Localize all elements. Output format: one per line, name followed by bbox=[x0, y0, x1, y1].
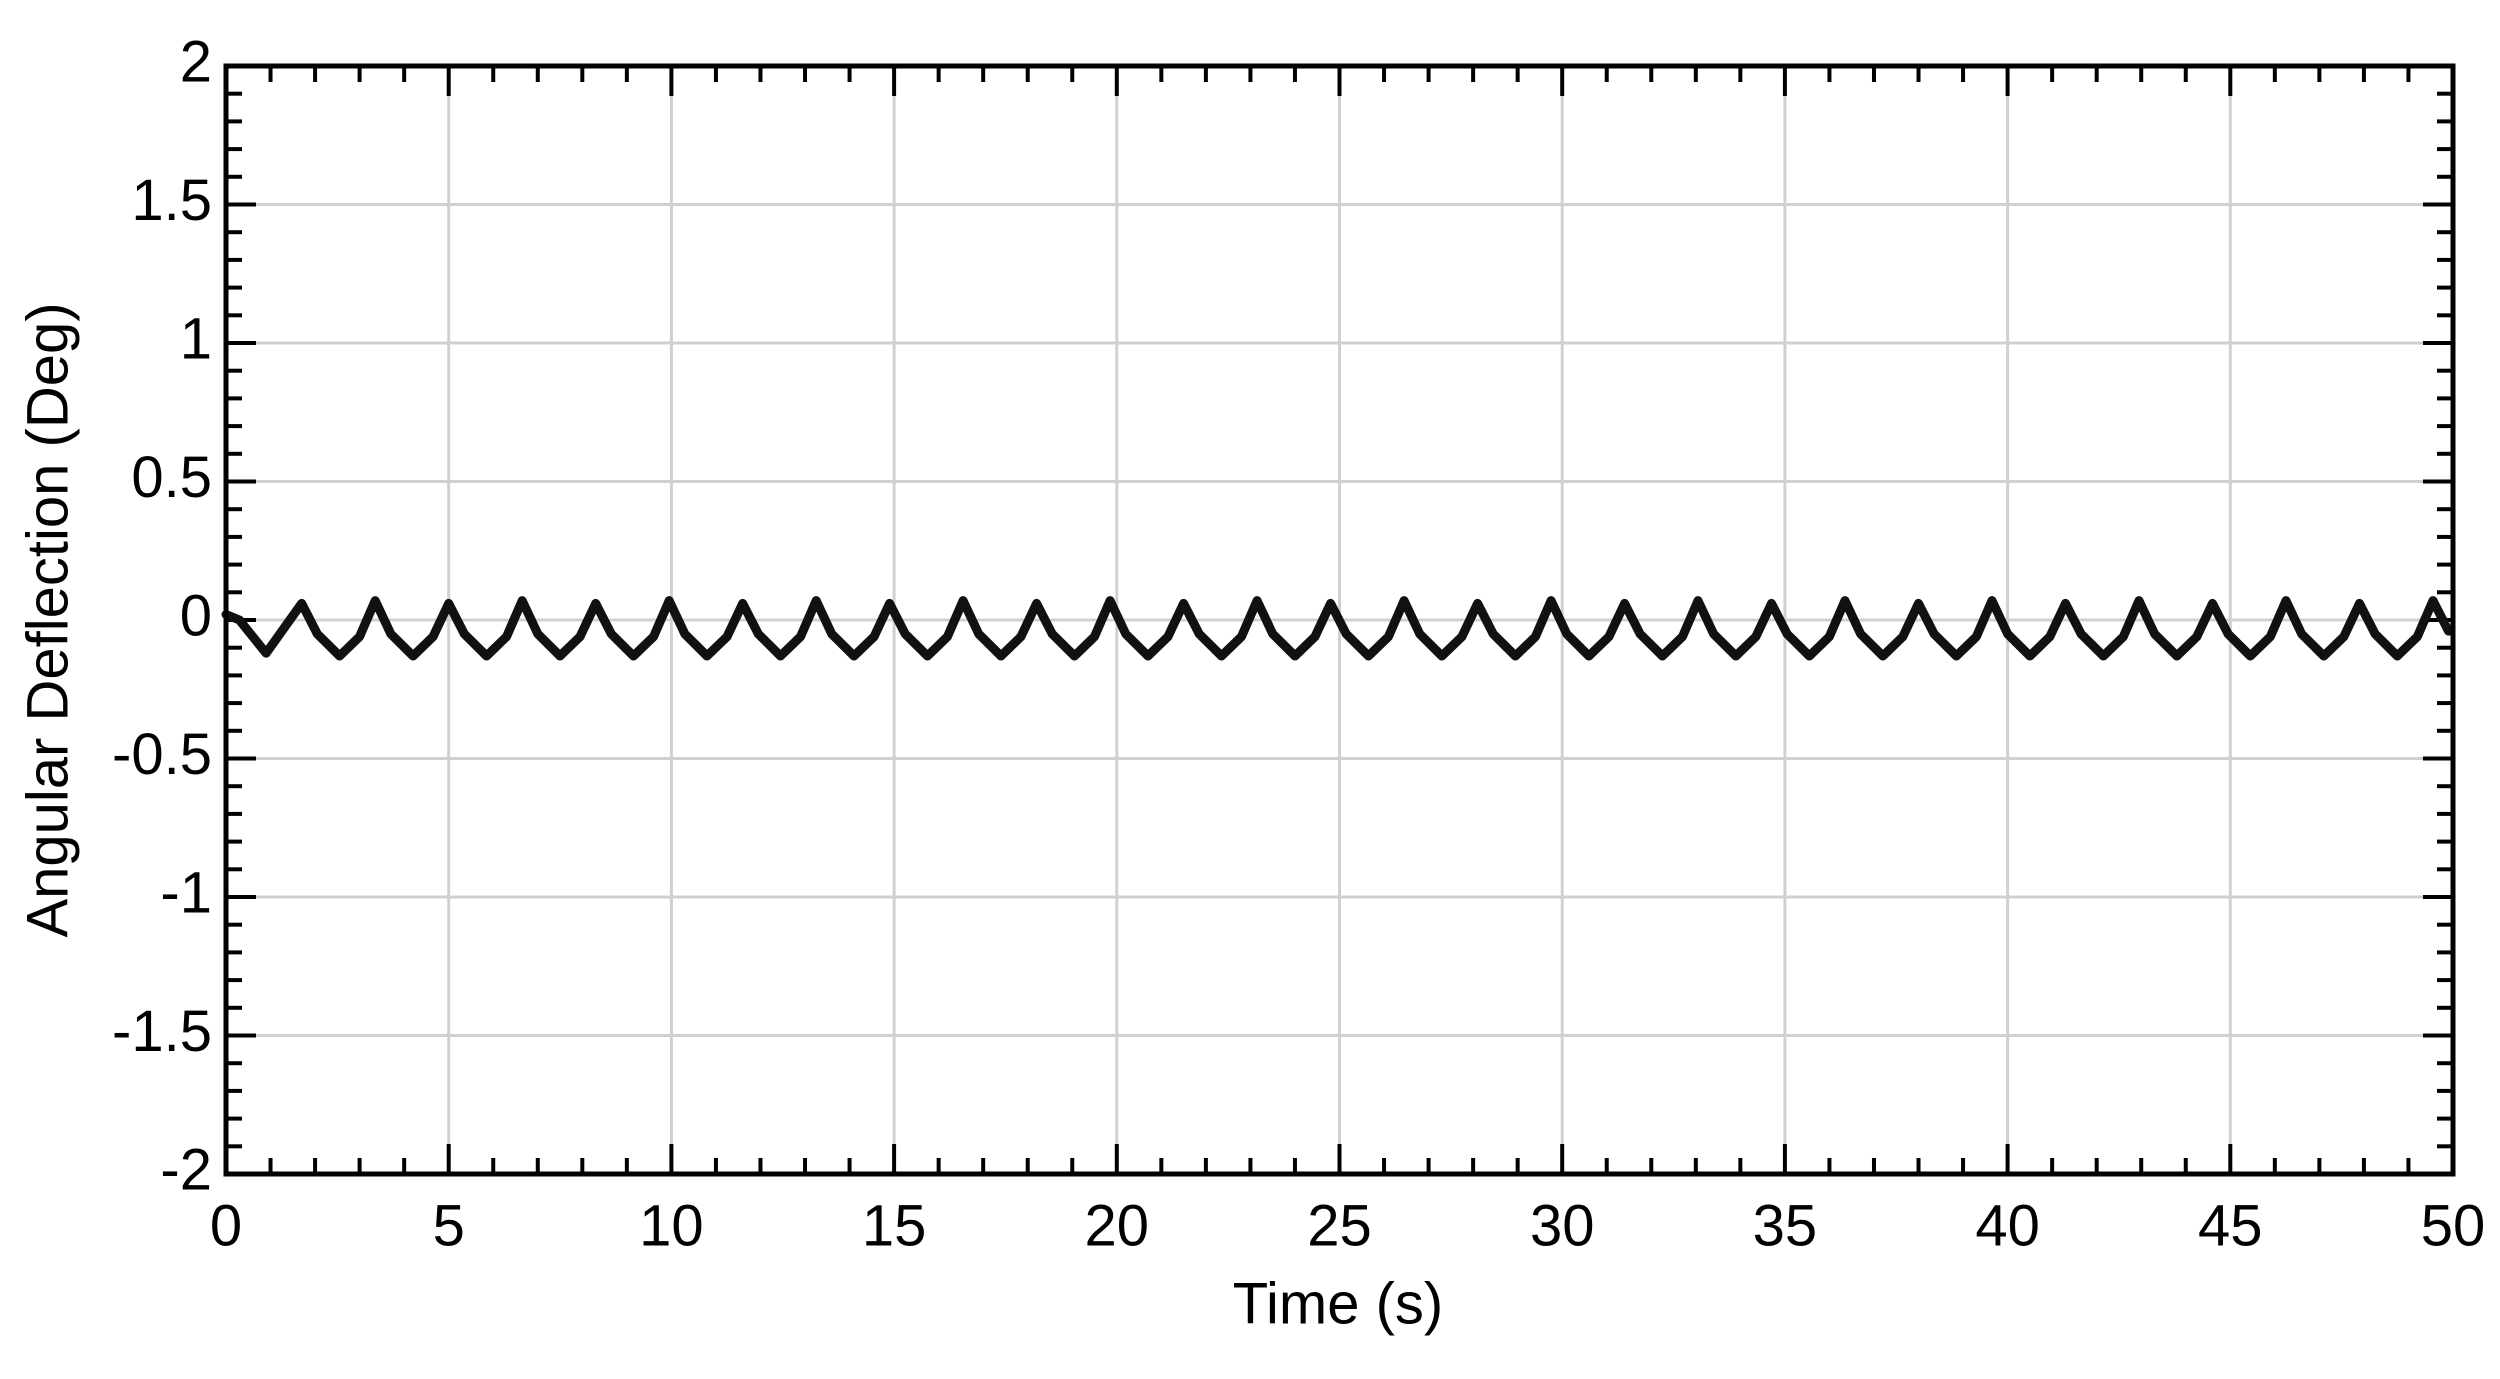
x-tick-label: 40 bbox=[1975, 1193, 2040, 1258]
y-tick-label: -1.5 bbox=[112, 999, 212, 1064]
y-axis-label: Angular Deflection (Deg) bbox=[15, 302, 80, 937]
x-tick-label: 0 bbox=[210, 1193, 242, 1258]
y-tick-label: 0 bbox=[180, 583, 212, 648]
y-tick-label: -1 bbox=[160, 860, 212, 925]
y-tick-label: 0.5 bbox=[131, 445, 212, 510]
x-tick-label: 15 bbox=[862, 1193, 927, 1258]
x-tick-label: 45 bbox=[2198, 1193, 2263, 1258]
y-tick-label: -2 bbox=[160, 1137, 212, 1202]
y-tick-label: 1 bbox=[180, 306, 212, 371]
plot-frame bbox=[223, 63, 2456, 1177]
x-axis-label: Time (s) bbox=[1233, 1271, 1443, 1336]
x-tick-label: 35 bbox=[1753, 1193, 1818, 1258]
data-line bbox=[221, 596, 2453, 661]
y-tick-label: 1.5 bbox=[131, 168, 212, 233]
x-tick-label: 10 bbox=[639, 1193, 704, 1258]
x-tick-label: 50 bbox=[2421, 1193, 2486, 1258]
x-tick-label: 5 bbox=[433, 1193, 465, 1258]
y-tick-label: -0.5 bbox=[112, 722, 212, 787]
x-tick-label: 20 bbox=[1085, 1193, 1150, 1258]
x-tick-label: 30 bbox=[1530, 1193, 1595, 1258]
y-tick-label: 2 bbox=[180, 29, 212, 94]
x-tick-label: 25 bbox=[1307, 1193, 1372, 1258]
